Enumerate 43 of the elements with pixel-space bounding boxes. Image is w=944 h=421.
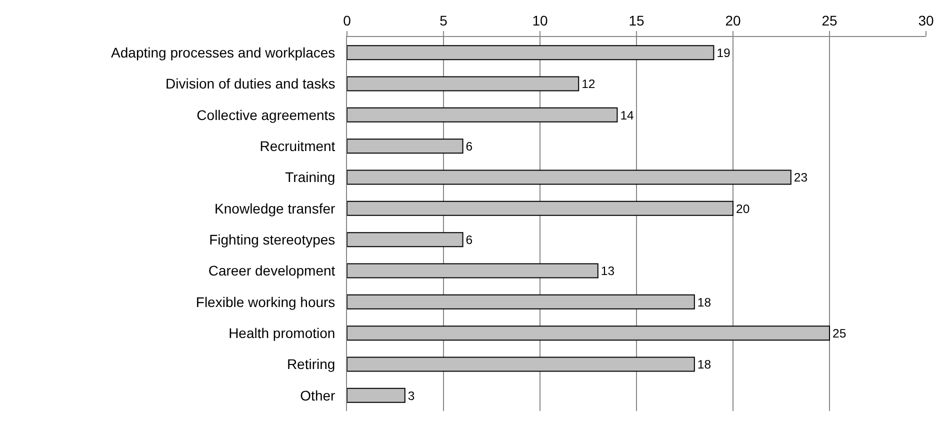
bar (347, 232, 464, 248)
x-tick-label: 10 (532, 12, 548, 28)
data-label: 13 (600, 264, 615, 278)
y-tick-label: Other (300, 387, 336, 404)
data-label: 18 (697, 358, 712, 372)
y-tick-label: Division of duties and tasks (166, 76, 336, 92)
bar (347, 326, 830, 341)
bar (347, 45, 714, 60)
x-tick-label: 0 (343, 12, 352, 28)
data-label: 12 (582, 77, 596, 92)
y-tick-label: Knowledge transfer (214, 200, 336, 216)
y-tick-label: Adapting processes and workplaces (111, 44, 336, 60)
data-label: 25 (832, 326, 846, 340)
x-tick-label: 15 (628, 12, 644, 28)
x-tick-label: 20 (725, 12, 741, 28)
bar (347, 356, 695, 372)
data-label: 3 (408, 388, 415, 403)
bar (347, 200, 734, 216)
y-tick-label: Recruitment (260, 138, 336, 154)
y-tick-label: Retiring (286, 356, 336, 372)
bar (347, 76, 580, 92)
x-tick-label: 30 (918, 12, 934, 28)
bar (347, 170, 792, 185)
data-label: 6 (466, 232, 473, 247)
data-label: 23 (794, 170, 808, 185)
data-label: 6 (466, 139, 473, 154)
x-tick-label: 25 (822, 12, 838, 28)
x-tick-label: 5 (440, 12, 448, 28)
data-label: 20 (736, 202, 750, 216)
y-tick-label: Career development (208, 262, 336, 279)
bar (347, 107, 618, 122)
data-label: 18 (697, 295, 712, 310)
y-tick-label: Health promotion (228, 324, 336, 341)
bar (347, 138, 464, 154)
bar (347, 294, 695, 310)
y-tick-label: Collective agreements (196, 106, 336, 123)
data-label: 14 (620, 108, 634, 122)
data-label: 19 (716, 46, 731, 60)
y-tick-label: Flexible working hours (196, 294, 336, 310)
y-tick-label: Fighting stereotypes (209, 231, 336, 248)
y-tick-label: Training (285, 169, 336, 186)
bar (347, 263, 598, 278)
bar (347, 388, 406, 403)
